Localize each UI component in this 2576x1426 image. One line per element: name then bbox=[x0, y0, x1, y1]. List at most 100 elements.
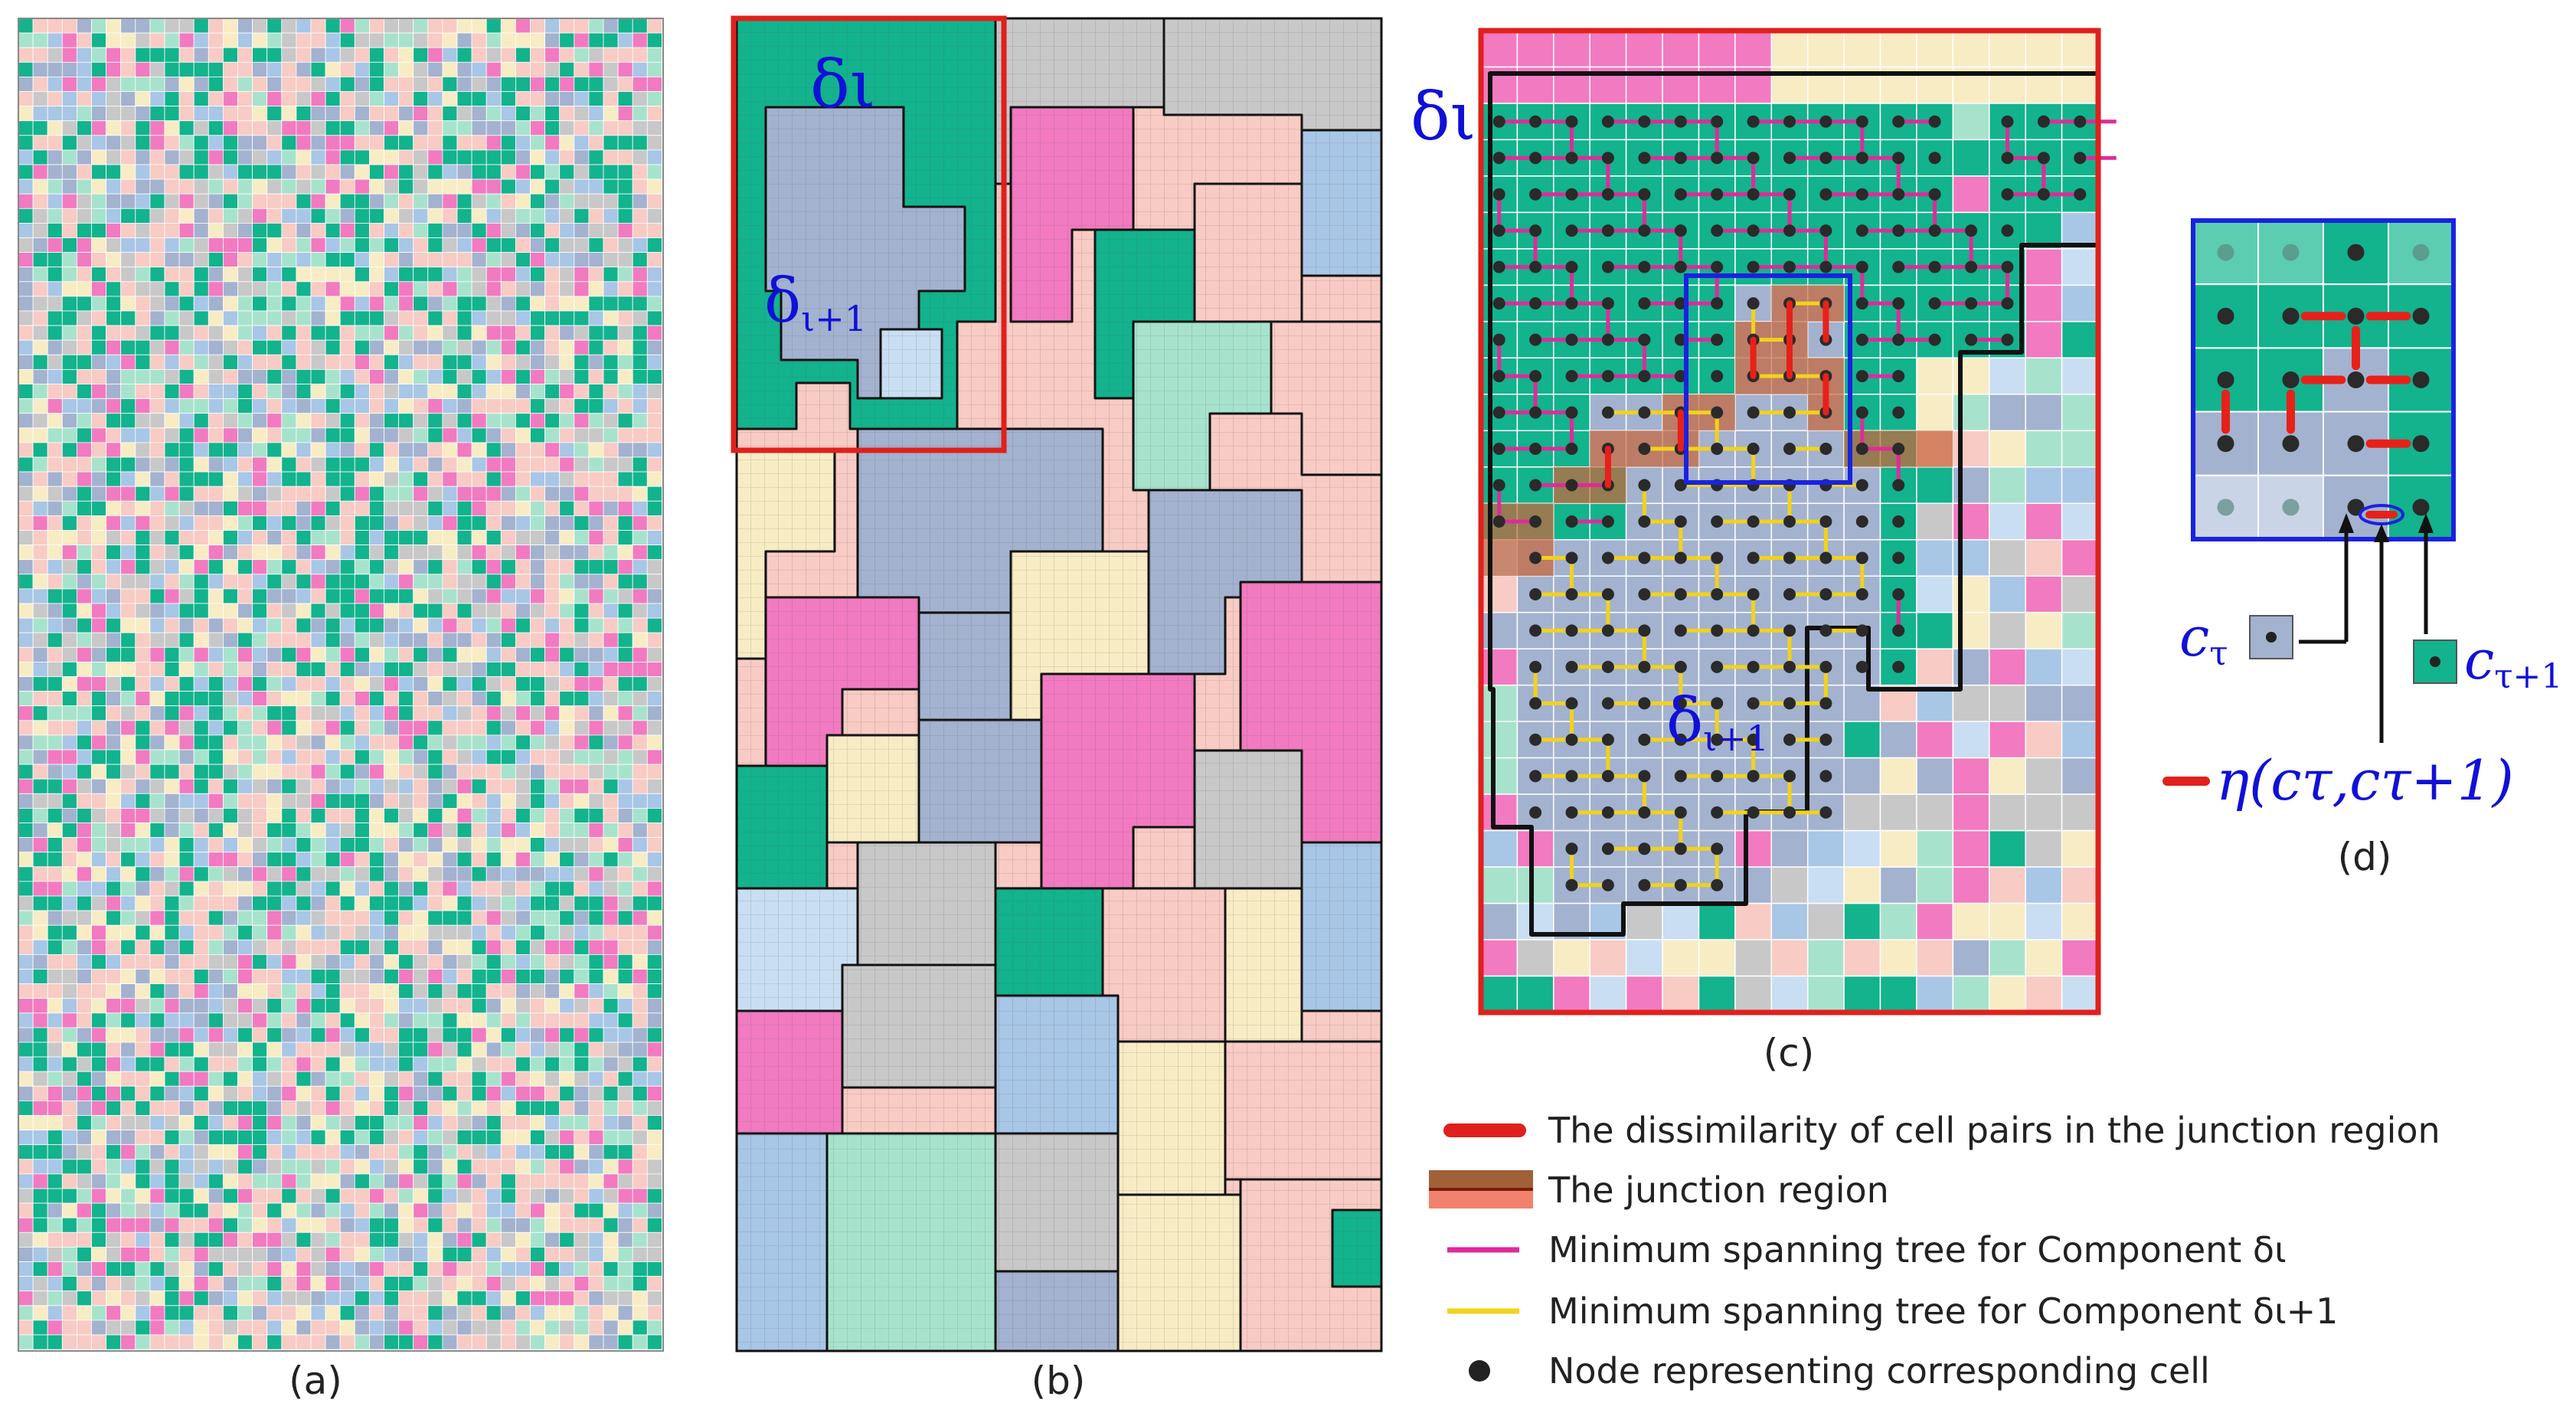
grid-cell bbox=[149, 983, 165, 999]
grid-cell bbox=[208, 222, 224, 238]
grid-cell bbox=[18, 281, 34, 297]
cell-node bbox=[1601, 588, 1614, 600]
grid-cell bbox=[456, 368, 472, 384]
grid-cell bbox=[135, 1202, 151, 1218]
grid-cell bbox=[413, 178, 429, 195]
grid-cell bbox=[164, 1305, 180, 1321]
grid-cell bbox=[456, 662, 472, 677]
grid-cell bbox=[164, 296, 180, 312]
grid-cell bbox=[603, 1012, 619, 1029]
grid-cell bbox=[32, 1144, 48, 1160]
grid-cell bbox=[456, 486, 472, 502]
grid-cell bbox=[515, 662, 531, 677]
grid-cell bbox=[485, 515, 502, 531]
grid-cell bbox=[398, 983, 414, 999]
grid-cell bbox=[574, 983, 590, 999]
grid-cell bbox=[368, 1101, 384, 1116]
grid-cell bbox=[296, 515, 312, 531]
grid-cell bbox=[632, 1071, 648, 1087]
grid-cell bbox=[632, 208, 648, 224]
grid-cell bbox=[310, 413, 326, 429]
grid-cell bbox=[266, 1247, 283, 1262]
grid-cell bbox=[310, 237, 326, 253]
grid-cell bbox=[106, 1071, 122, 1087]
grid-cell bbox=[325, 1085, 341, 1101]
grid-cell bbox=[106, 471, 122, 487]
grid-cell bbox=[106, 1159, 122, 1175]
cell-node bbox=[1711, 297, 1724, 310]
grid-cell bbox=[47, 1173, 63, 1189]
grid-cell bbox=[368, 18, 384, 34]
grid-cell bbox=[135, 267, 151, 283]
grid-cell bbox=[193, 1231, 209, 1248]
grid-cell bbox=[368, 32, 384, 48]
grid-cell bbox=[530, 662, 546, 677]
grid-cell bbox=[574, 1231, 590, 1248]
grid-cell bbox=[135, 969, 151, 985]
grid-cell bbox=[149, 910, 165, 926]
grid-cell bbox=[485, 530, 502, 546]
grid-cell bbox=[266, 705, 283, 721]
grid-cell bbox=[266, 1101, 283, 1116]
grid-cell bbox=[310, 1115, 326, 1131]
grid-cell bbox=[354, 296, 370, 312]
grid-cell bbox=[281, 749, 297, 765]
grid-cell bbox=[47, 734, 63, 751]
grid-cell bbox=[339, 1320, 355, 1336]
grid-cell bbox=[646, 778, 662, 794]
grid-cell bbox=[384, 983, 400, 999]
grid-cell bbox=[222, 954, 238, 970]
cell-node bbox=[1674, 588, 1687, 600]
grid-cell bbox=[530, 691, 546, 707]
grid-cell bbox=[120, 983, 136, 999]
grid-cell bbox=[442, 588, 458, 604]
grid-cell bbox=[208, 61, 224, 77]
grid-cell bbox=[47, 222, 63, 238]
grid-cell bbox=[208, 1115, 224, 1131]
grid-cell bbox=[47, 559, 63, 575]
cell-node bbox=[1529, 224, 1542, 237]
grid-cell bbox=[164, 676, 180, 692]
grid-cell bbox=[91, 559, 107, 575]
grid-cell bbox=[646, 895, 662, 911]
grid-cell bbox=[77, 296, 92, 312]
grid-cell bbox=[574, 384, 590, 400]
grid-cell bbox=[193, 749, 209, 765]
grid-cell bbox=[354, 866, 370, 882]
grid-cell bbox=[456, 1144, 472, 1160]
grid-cell bbox=[398, 808, 414, 823]
cell-node bbox=[1783, 770, 1796, 783]
grid-cell bbox=[77, 77, 92, 92]
grid-cell bbox=[368, 368, 384, 384]
grid-cell bbox=[18, 1334, 34, 1350]
zoom-cell bbox=[1480, 975, 1518, 1013]
grid-cell bbox=[91, 1320, 107, 1336]
grid-cell bbox=[135, 1071, 151, 1087]
grid-cell bbox=[266, 135, 283, 151]
grid-cell bbox=[18, 632, 34, 648]
grid-cell bbox=[135, 135, 151, 151]
grid-cell bbox=[646, 135, 662, 151]
grid-cell bbox=[281, 1027, 297, 1043]
grid-cell bbox=[325, 1159, 341, 1175]
grid-cell bbox=[515, 471, 531, 487]
grid-cell bbox=[427, 545, 443, 561]
grid-cell bbox=[544, 91, 561, 107]
grid-cell bbox=[61, 427, 77, 443]
grid-cell bbox=[559, 61, 575, 77]
grid-cell bbox=[193, 823, 209, 839]
grid-cell bbox=[252, 793, 268, 809]
grid-cell bbox=[91, 18, 107, 34]
grid-cell bbox=[325, 442, 341, 458]
grid-cell bbox=[530, 1290, 546, 1307]
grid-cell bbox=[413, 954, 429, 970]
grid-cell bbox=[456, 442, 472, 458]
grid-cell bbox=[471, 617, 487, 633]
cell-node bbox=[1674, 660, 1687, 673]
grid-cell bbox=[574, 691, 590, 707]
grid-cell bbox=[339, 91, 355, 107]
grid-cell bbox=[61, 91, 77, 107]
grid-cell bbox=[325, 1027, 341, 1043]
grid-cell bbox=[222, 456, 238, 473]
grid-cell bbox=[77, 823, 92, 839]
